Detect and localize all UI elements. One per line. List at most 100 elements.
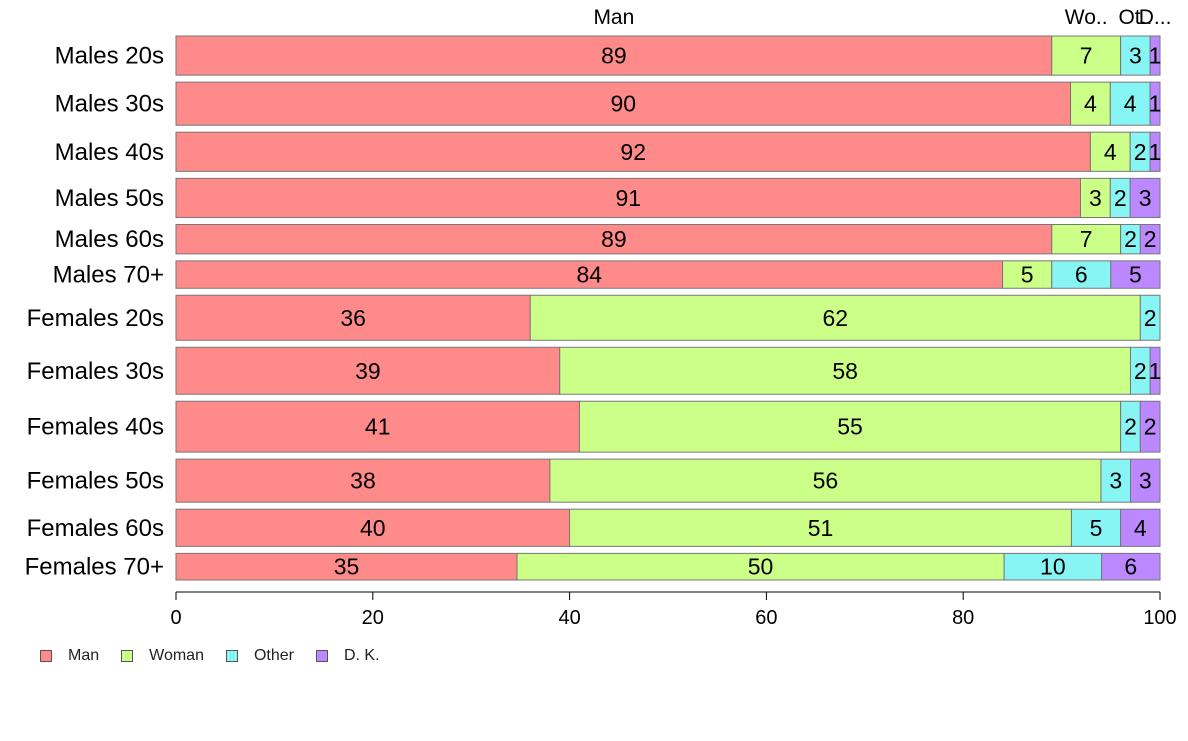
bar-row: Males 30s 90 4 4 1: [55, 81, 1161, 126]
data-label: 5: [1090, 515, 1103, 541]
bar-segment: [1149, 346, 1161, 395]
legend-item: D. K.: [315, 647, 380, 665]
bar-row: Females 20s 36 62 2: [27, 294, 1161, 341]
category-label: Females 20s: [27, 305, 164, 332]
x-tick-label: 100: [1143, 607, 1176, 629]
data-label: 92: [620, 139, 646, 165]
data-label: 51: [808, 515, 834, 541]
category-label: Females 70+: [25, 554, 164, 581]
category-label: Females 50s: [27, 468, 164, 495]
data-label: 6: [1124, 554, 1137, 580]
category-label: Males 60s: [55, 226, 164, 253]
x-tick-label: 20: [362, 607, 384, 629]
legend: Man Woman Other D. K.: [40, 645, 402, 667]
category-label: Males 70+: [53, 262, 164, 289]
bar-segment: [1139, 223, 1161, 255]
bar-row: Females 70+ 35 50 10 6: [25, 552, 1161, 581]
top-series-label: D...: [1139, 6, 1172, 29]
data-label: 4: [1104, 139, 1117, 165]
data-label: 56: [813, 468, 839, 494]
data-label: 91: [615, 185, 641, 211]
bar-segment: [1003, 552, 1103, 581]
legend-item: Man: [40, 647, 99, 665]
bar-segment: [1051, 260, 1112, 289]
bar-segment: [1149, 35, 1161, 76]
bar-segment: [175, 131, 1091, 172]
data-label: 2: [1124, 226, 1137, 252]
legend-label: Other: [253, 647, 294, 664]
bar-segment: [1110, 260, 1161, 289]
legend-item: Other: [225, 647, 294, 665]
bar-segment: [175, 294, 531, 341]
data-label: 89: [601, 43, 627, 69]
bar-segment: [175, 35, 1053, 76]
data-label: 2: [1124, 414, 1137, 440]
legend-label: Man: [68, 647, 100, 664]
bar-row: Females 50s 38 56 3 3: [27, 458, 1161, 503]
data-label: 84: [576, 262, 602, 288]
data-label: 36: [340, 305, 366, 331]
data-label: 5: [1129, 262, 1142, 288]
bar-segment: [175, 177, 1081, 218]
bar-row: Females 60s 40 51 5 4: [27, 508, 1161, 547]
category-label: Males 30s: [55, 91, 164, 118]
data-label: 41: [365, 414, 391, 440]
top-series-label: Wo..: [1065, 6, 1108, 29]
x-tick-label: 80: [952, 607, 974, 629]
bar-segment: [1002, 260, 1053, 289]
data-label: 1: [1149, 139, 1162, 165]
legend-swatch: [40, 650, 52, 662]
bar-segment: [1129, 458, 1161, 503]
data-label: 10: [1040, 554, 1066, 580]
data-label: 58: [832, 358, 858, 384]
category-label: Males 40s: [55, 139, 164, 166]
top-series-label: Man: [593, 6, 634, 29]
category-label: Males 20s: [55, 43, 164, 70]
category-label: Males 50s: [55, 185, 164, 212]
legend-swatch: [121, 650, 134, 662]
data-label: 2: [1134, 139, 1147, 165]
x-tick-label: 0: [170, 607, 181, 629]
data-label: 40: [360, 515, 386, 541]
data-label: 3: [1139, 185, 1152, 211]
bar-segment: [1149, 81, 1161, 126]
data-label: 38: [350, 468, 376, 494]
bar-segment: [569, 508, 1072, 547]
bar-segment: [1139, 294, 1161, 341]
category-label: Females 60s: [27, 515, 164, 542]
data-label: 3: [1139, 468, 1152, 494]
data-label: 1: [1149, 358, 1162, 384]
data-label: 50: [748, 554, 774, 580]
bar-row: Males 50s 91 3 2 3: [55, 177, 1161, 218]
data-label: 62: [822, 305, 848, 331]
data-label: 89: [601, 226, 627, 252]
bar-row: Males 60s 89 7 2 2: [55, 223, 1161, 255]
bar-segment: [175, 346, 561, 395]
data-label: 4: [1134, 515, 1147, 541]
data-label: 39: [355, 358, 381, 384]
bar-segment: [1070, 81, 1111, 126]
data-label: 2: [1134, 358, 1147, 384]
bar-segment: [559, 346, 1131, 395]
data-label: 4: [1124, 91, 1137, 117]
bar-row: Males 20s 89 7 3 1: [55, 35, 1161, 76]
bar-segment: [1120, 35, 1151, 76]
bar-segment: [529, 294, 1141, 341]
legend-swatch: [315, 650, 328, 662]
data-label: 3: [1109, 468, 1122, 494]
bar-segment: [1109, 81, 1151, 126]
top-series-label: Ot..: [1118, 6, 1152, 29]
bar-segment: [175, 508, 571, 547]
bar-segment: [1120, 508, 1161, 547]
bar-segment: [1139, 400, 1161, 453]
data-label: 2: [1114, 185, 1127, 211]
data-label: 7: [1080, 43, 1093, 69]
legend-item: Woman: [121, 647, 204, 665]
bar-segment: [549, 458, 1102, 503]
x-tick-label: 60: [755, 607, 777, 629]
bar-row: Males 70+ 84 5 6 5: [53, 260, 1161, 289]
bar-segment: [1089, 131, 1131, 172]
data-label: 5: [1021, 262, 1034, 288]
